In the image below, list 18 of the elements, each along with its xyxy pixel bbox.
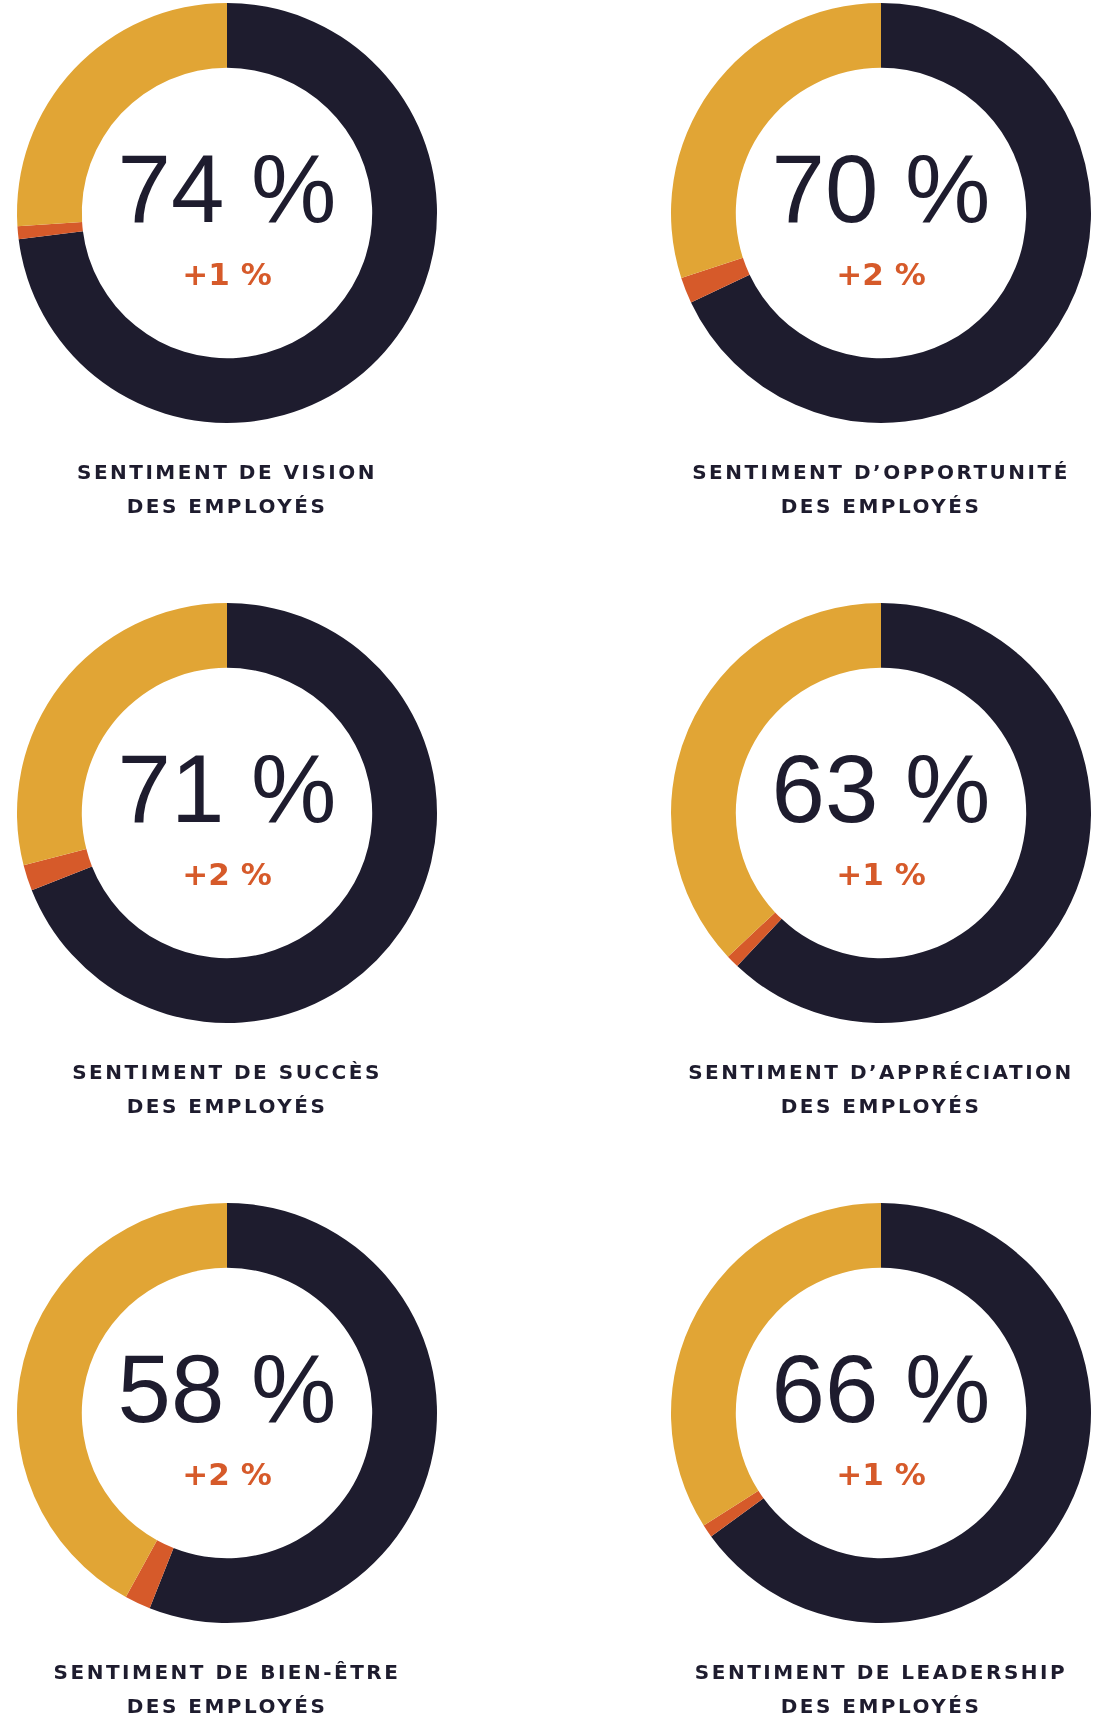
text: SENTIMENT DE BIEN-ÊTRE DES EMPLOYÉS [52,1659,402,1720]
text: +2 % [182,1455,272,1492]
text: +1 % [836,855,926,892]
text: +2 % [182,855,272,892]
text: SENTIMENT D’OPPORTUNITÉ DES EMPLOYÉS [691,459,1071,520]
text: +1 % [182,255,272,292]
text: SENTIMENT D’APPRÉCIATION DES EMPLOYÉS [687,1059,1075,1120]
text: 71 % [117,734,337,842]
text: 66 % [771,1334,991,1442]
text: 70 % [771,134,991,242]
text: 63 % [771,734,991,842]
text: 58 % [117,1334,337,1442]
text: +2 % [836,255,926,292]
text: +1 % [836,1455,926,1492]
text: SENTIMENT DE VISION DES EMPLOYÉS [76,459,378,520]
text: SENTIMENT DE SUCCÈS DES EMPLOYÉS [71,1059,383,1120]
text: SENTIMENT DE LEADERSHIP DES EMPLOYÉS [693,1659,1069,1720]
text: 74 % [117,134,337,242]
